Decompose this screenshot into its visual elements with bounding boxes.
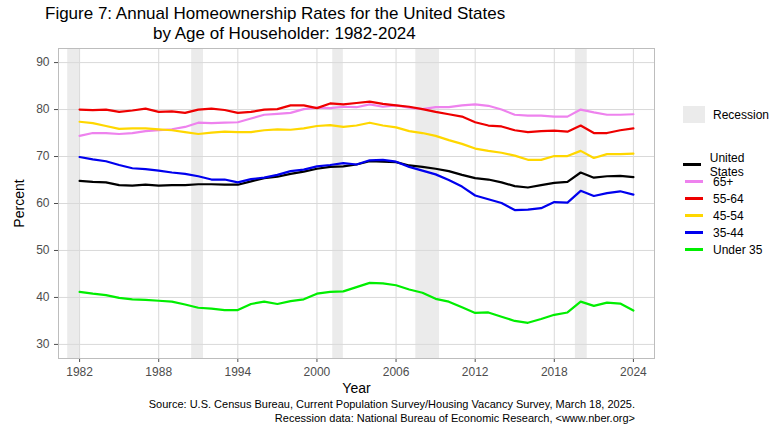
svg-text:1994: 1994 — [224, 365, 251, 379]
svg-text:40: 40 — [36, 290, 50, 304]
svg-text:Percent: Percent — [11, 179, 27, 227]
svg-text:70: 70 — [36, 149, 50, 163]
html-text:35-44: 35-44 — [713, 225, 744, 240]
svg-text:50: 50 — [36, 243, 50, 257]
svg-text:2018: 2018 — [541, 365, 568, 379]
html-text:55-64: 55-64 — [713, 191, 744, 206]
svg-text:2024: 2024 — [620, 365, 647, 379]
html-text:United States: United States — [709, 150, 745, 179]
svg-text:Year: Year — [342, 380, 371, 396]
html-text:Under 35: Under 35 — [713, 242, 763, 257]
svg-text:1982: 1982 — [66, 365, 93, 379]
svg-text:2012: 2012 — [462, 365, 489, 379]
html-text:by Age of Householder: 1982-20: by Age of Householder: 1982-2024 — [153, 24, 416, 43]
svg-text:2006: 2006 — [383, 365, 410, 379]
html-text:65+: 65+ — [713, 174, 734, 189]
html-text:Source: U.S. Census Bureau, Cu: Source: U.S. Census Bureau, Current Popu… — [148, 398, 635, 410]
svg-text:80: 80 — [36, 102, 50, 116]
html-text:45-54: 45-54 — [713, 208, 744, 223]
svg-text:2000: 2000 — [304, 365, 331, 379]
svg-text:60: 60 — [36, 196, 50, 210]
html-text:Figure 7: Annual Homeownership: Figure 7: Annual Homeownership Rates for… — [45, 4, 506, 23]
html-text:Recession data: National Burea: Recession data: National Bureau of Econo… — [274, 412, 635, 424]
svg-text:30: 30 — [36, 337, 50, 351]
svg-text:1988: 1988 — [145, 365, 172, 379]
html-text:Recession: Recession — [713, 107, 769, 122]
svg-text:90: 90 — [36, 55, 50, 69]
